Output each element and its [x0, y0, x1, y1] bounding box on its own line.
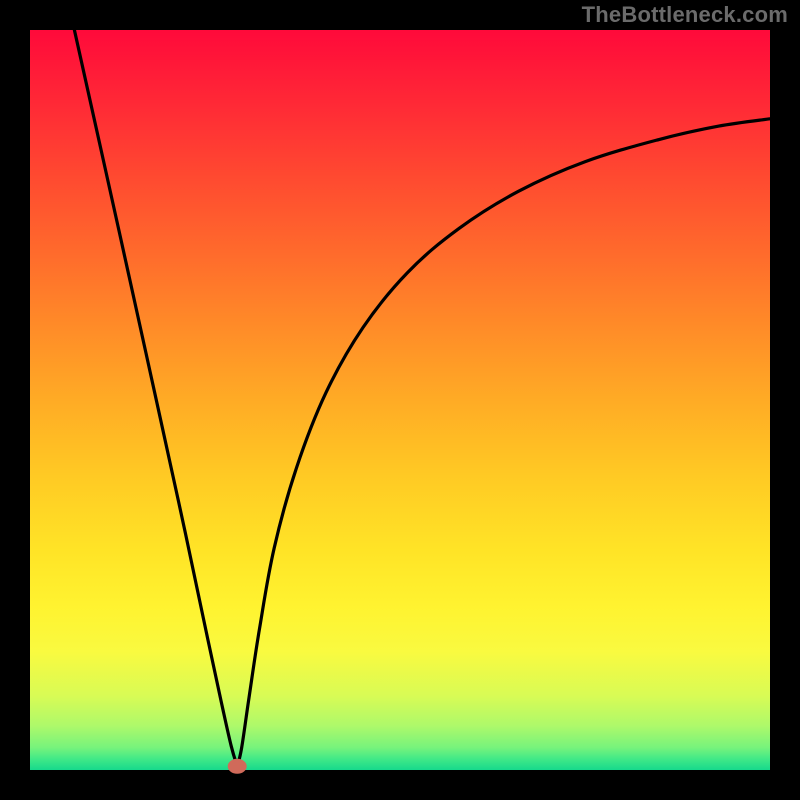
chart-container: { "watermark": { "text": "TheBottleneck.…: [0, 0, 800, 800]
bottleneck-chart: [0, 0, 800, 800]
minimum-marker: [228, 759, 246, 773]
watermark-text: TheBottleneck.com: [582, 2, 788, 28]
